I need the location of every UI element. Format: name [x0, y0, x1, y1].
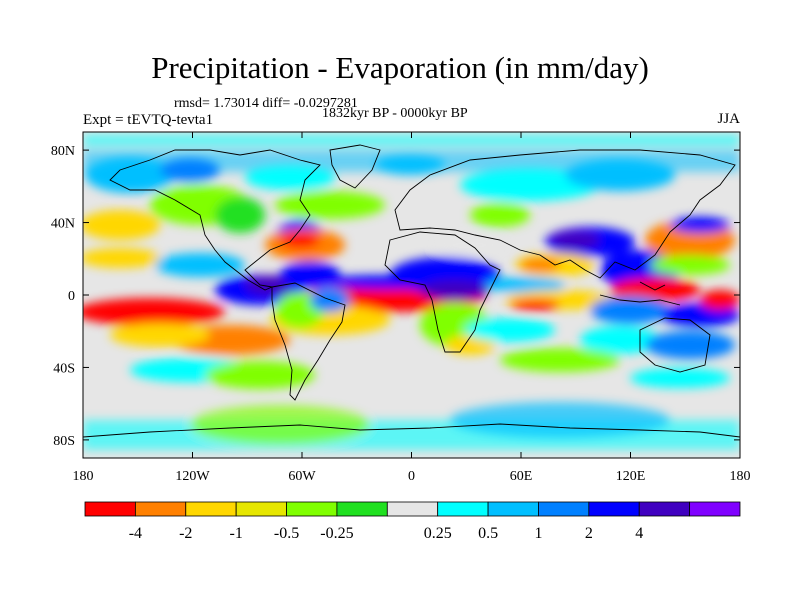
lon-label: 180 [73, 469, 94, 484]
period-text: 1832kyr BP - 0000kyr BP [322, 106, 468, 121]
colorbar-label: 1 [534, 525, 542, 542]
lat-label: 80S [53, 434, 75, 449]
axis-ticks [82, 132, 741, 458]
lat-label: 40N [51, 217, 75, 232]
colorbar-label: 0.25 [424, 525, 452, 542]
colorbar-swatch [185, 501, 237, 517]
colorbar-swatch [286, 501, 338, 517]
colorbar-label: -1 [229, 525, 242, 542]
lon-label: 60W [288, 469, 316, 484]
colorbar-swatch [336, 501, 388, 517]
colorbar-swatch [638, 501, 691, 517]
field-patches [83, 135, 740, 450]
lon-labels: 180 120W 60W 0 60E 120E 180 [73, 469, 751, 484]
colorbar-label: -0.5 [274, 525, 299, 542]
plot-title: Precipitation - Evaporation (in mm/day) [151, 50, 649, 85]
lon-label: 60E [510, 469, 533, 484]
colorbar-label: -4 [129, 525, 142, 542]
colorbar-swatch [487, 501, 539, 517]
colorbar-swatch [84, 501, 136, 517]
coastlines [83, 144, 740, 438]
colorbar-swatch [437, 501, 489, 517]
colorbar-swatch [134, 501, 187, 517]
lon-label: 0 [408, 469, 415, 484]
colorbar-swatch [538, 501, 590, 517]
experiment-label: Expt = tEVTQ-tevta1 [83, 112, 214, 128]
lon-label: 120E [616, 469, 646, 484]
colorbar-label: 0.5 [478, 525, 498, 542]
map-field [83, 132, 740, 458]
colorbar-label: -2 [179, 525, 192, 542]
lat-label: 0 [68, 289, 75, 304]
colorbar-label: -0.25 [320, 525, 353, 542]
lon-label: 180 [730, 469, 751, 484]
lat-labels: 80N 40N 0 40S 80S [51, 144, 75, 449]
colorbar-labels: -4 -2 -1 -0.5 -0.25 0.25 0.5 1 2 4 [129, 525, 644, 542]
colorbar-swatch [386, 501, 439, 517]
colorbar-label: 4 [635, 525, 643, 542]
lat-label: 40S [53, 361, 75, 376]
lon-label: 120W [175, 469, 210, 484]
colorbar-label: 2 [585, 525, 593, 542]
season-label: JJA [717, 111, 740, 127]
colorbar-swatch [689, 501, 741, 517]
colorbar-swatch [588, 501, 640, 517]
stats-text: rmsd= 1.73014 diff= -0.0297281 [174, 96, 358, 111]
colorbar [84, 501, 741, 517]
lat-label: 80N [51, 144, 75, 159]
colorbar-swatch [235, 501, 287, 517]
